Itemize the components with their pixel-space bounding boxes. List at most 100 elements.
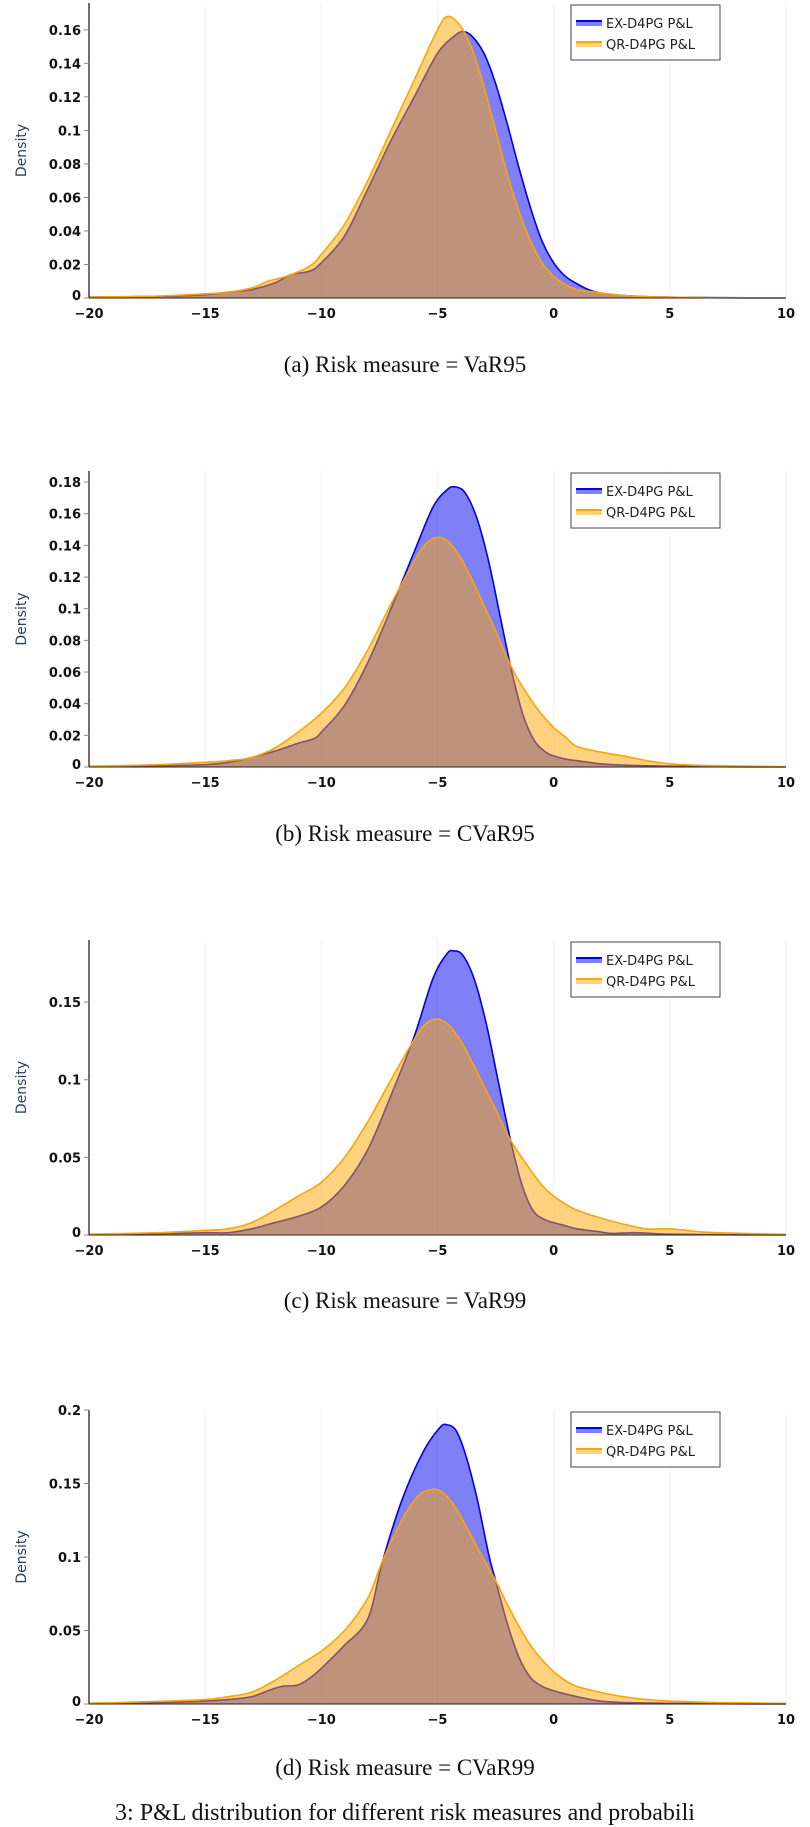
y-tick-label: 0.08: [49, 158, 81, 173]
legend: EX-D4PG P&L QR-D4PG P&L: [570, 941, 721, 998]
x-tick-label: −5: [428, 776, 448, 791]
x-tick-label: 5: [665, 776, 674, 791]
y-axis-title: Density: [14, 592, 30, 645]
y-tick-label: 0.18: [49, 476, 81, 491]
caption-b: (b) Risk measure = CVaR95: [275, 821, 535, 846]
qr-d4pg-line: [88, 1488, 787, 1705]
legend: EX-D4PG P&L QR-D4PG P&L: [570, 1411, 721, 1468]
legend-label-qr-d4pg: QR-D4PG P&L: [606, 38, 696, 53]
x-tick-label: −15: [191, 307, 220, 322]
caption-a: (a) Risk measure = VaR95: [283, 352, 527, 377]
legend-box: [570, 472, 721, 529]
legend: EX-D4PG P&L QR-D4PG P&L: [570, 472, 721, 529]
x-tick-label: −10: [307, 307, 336, 322]
x-tick-label: 5: [665, 1713, 674, 1728]
qr-d4pg-area: [89, 537, 786, 767]
chart-panel-a: 0 0.02 0.04 0.06 0.08 0.1 0.12 0.14 0.16 −20 −15 −1…: [0, 0, 810, 390]
y-tick-label: 0: [72, 1226, 81, 1241]
x-tick-label: −10: [307, 1713, 336, 1728]
y-tick-label: 0.1: [58, 1551, 81, 1566]
y-tick-label: 0.1: [58, 124, 81, 139]
legend-box: [570, 1411, 721, 1468]
y-tick-label: 0.16: [49, 508, 81, 523]
qr-d4pg-area: [89, 16, 786, 298]
legend-swatch-qr-d4pg: [576, 1448, 602, 1454]
legend-swatch-qr-d4pg: [576, 509, 602, 515]
legend-swatch-ex-d4pg: [576, 957, 602, 963]
y-tick-label: 0.06: [49, 666, 81, 681]
y-tick-label: 0: [72, 289, 81, 304]
y-tick-label: 0.14: [49, 57, 81, 72]
y-tick-label: 0.06: [49, 191, 81, 206]
x-tick-label: −5: [428, 1713, 448, 1728]
x-tick-label: −10: [307, 1244, 336, 1259]
legend-box: [570, 941, 721, 998]
chart-d: 0 0.05 0.1 0.15 0.2 −20 −15 −10 −5 0 5 10 Density EX-…: [14, 1404, 795, 1728]
x-tick-label: −20: [75, 776, 104, 791]
legend-label-qr-d4pg: QR-D4PG P&L: [606, 1445, 696, 1460]
y-tick-label: 0.2: [58, 1404, 81, 1419]
legend-box: [570, 4, 721, 61]
legend-label-qr-d4pg: QR-D4PG P&L: [606, 506, 696, 521]
x-tick-label: −20: [75, 1713, 104, 1728]
figure-caption: 3: P&L distribution for different risk m…: [115, 1800, 695, 1826]
y-axis-title: Density: [14, 1061, 30, 1114]
legend-label-ex-d4pg: EX-D4PG P&L: [606, 17, 693, 32]
chart-c: 0 0.05 0.1 0.15 −20 −15 −10 −5 0 5 10 Density EX-D4P…: [14, 940, 795, 1259]
chart-b: 0 0.02 0.04 0.06 0.08 0.1 0.12 0.14 0.16 0.18 −20 −…: [14, 471, 795, 791]
y-tick-label: 0.15: [49, 996, 81, 1011]
legend-label-ex-d4pg: EX-D4PG P&L: [606, 485, 693, 500]
legend-swatch-ex-d4pg: [576, 20, 602, 26]
y-tick-label: 0: [72, 1695, 81, 1710]
qr-d4pg-area: [89, 1489, 786, 1704]
chart-a: 0 0.02 0.04 0.06 0.08 0.1 0.12 0.14 0.16 −20 −15 −1…: [14, 3, 795, 322]
y-tick-label: 0.14: [49, 539, 81, 554]
y-tick-label: 0.02: [49, 258, 81, 273]
x-tick-label: 5: [665, 307, 674, 322]
legend-label-qr-d4pg: QR-D4PG P&L: [606, 975, 696, 990]
legend-label-ex-d4pg: EX-D4PG P&L: [606, 1424, 693, 1439]
x-tick-label: −15: [191, 1244, 220, 1259]
qr-d4pg-line: [88, 536, 787, 768]
legend-swatch-qr-d4pg: [576, 978, 602, 984]
qr-d4pg-line: [88, 15, 787, 299]
chart-panel-b: 0 0.02 0.04 0.06 0.08 0.1 0.12 0.14 0.16 0.18 −20 −…: [0, 0, 810, 860]
chart-panel-c: 0 0.05 0.1 0.15 −20 −15 −10 −5 0 5 10 Density EX-D4P…: [14, 940, 795, 1313]
y-tick-label: 0.15: [49, 1478, 81, 1493]
qr-d4pg-line: [88, 1018, 787, 1236]
y-axis-title: Density: [14, 1530, 30, 1583]
legend-label-ex-d4pg: EX-D4PG P&L: [606, 954, 693, 969]
legend-swatch-qr-d4pg: [576, 41, 602, 47]
x-tick-label: −5: [428, 307, 448, 322]
y-tick-label: 0.05: [49, 1151, 81, 1166]
y-tick-label: 0.1: [58, 603, 81, 618]
y-tick-label: 0.04: [49, 225, 81, 240]
x-tick-label: 10: [777, 1244, 795, 1259]
y-tick-label: 0.05: [49, 1625, 81, 1640]
x-tick-label: −10: [307, 776, 336, 791]
y-axis-title: Density: [14, 124, 30, 177]
y-tick-label: 0.16: [49, 24, 81, 39]
x-tick-label: 10: [777, 307, 795, 322]
qr-d4pg-area: [89, 1019, 786, 1235]
x-tick-label: 5: [665, 1244, 674, 1259]
x-tick-label: −5: [428, 1244, 448, 1259]
y-tick-label: 0.08: [49, 634, 81, 649]
x-tick-label: 0: [549, 1244, 558, 1259]
x-tick-label: −15: [191, 776, 220, 791]
y-tick-label: 0.02: [49, 729, 81, 744]
x-tick-label: −15: [191, 1713, 220, 1728]
x-tick-label: 0: [549, 1713, 558, 1728]
y-tick-label: 0.1: [58, 1074, 81, 1089]
y-tick-label: 0.12: [49, 571, 81, 586]
x-tick-label: 0: [549, 307, 558, 322]
legend-swatch-ex-d4pg: [576, 1427, 602, 1433]
x-tick-label: 0: [549, 776, 558, 791]
y-tick-label: 0: [72, 758, 81, 773]
legend: EX-D4PG P&L QR-D4PG P&L: [570, 4, 721, 61]
caption-d: (d) Risk measure = CVaR99: [275, 1755, 535, 1780]
y-tick-label: 0.12: [49, 91, 81, 106]
caption-c: (c) Risk measure = VaR99: [283, 1288, 527, 1313]
y-tick-label: 0.04: [49, 698, 81, 713]
